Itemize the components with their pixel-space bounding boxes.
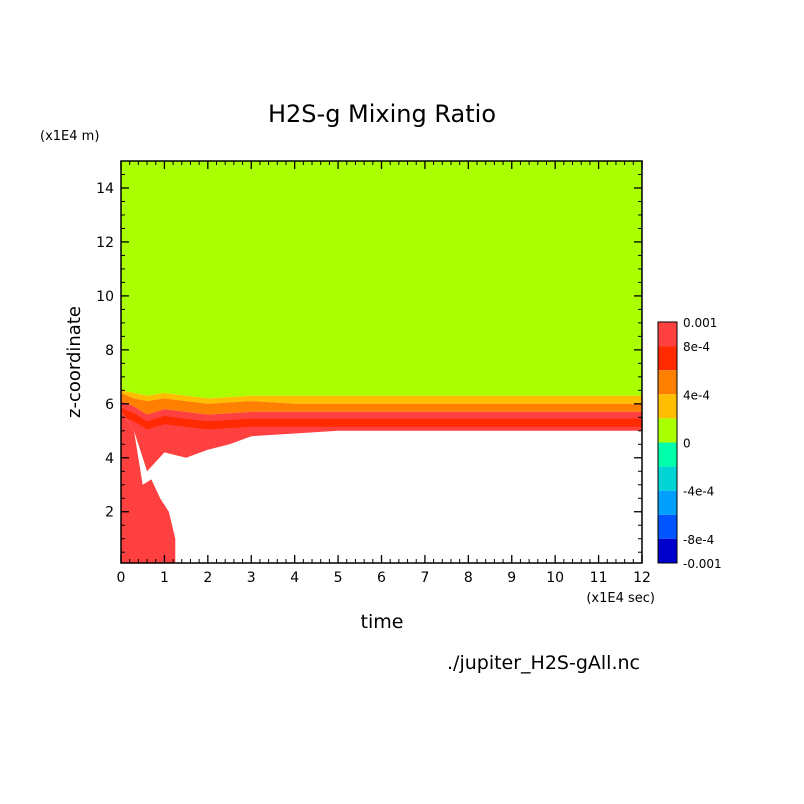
x-tick-label: 0 [117, 570, 126, 586]
colorbar-label: -8e-4 [683, 533, 714, 547]
colorbar-swatch [658, 418, 677, 443]
annotation-filename: ./jupiter_H2S-gAll.nc [447, 652, 640, 674]
x-tick-label: 3 [247, 570, 256, 586]
colorbar-swatch [658, 490, 677, 515]
x-tick-label: 10 [546, 570, 564, 586]
x-tick-label: 7 [420, 570, 429, 586]
x-tick-label: 9 [507, 570, 516, 586]
x-tick-label: 8 [464, 570, 473, 586]
field-band-yellow [121, 390, 642, 404]
colorbar-label: 0 [683, 437, 691, 451]
x-tick-label: 1 [160, 570, 169, 586]
y-tick-label: 10 [96, 289, 114, 305]
y-tick-label: 12 [96, 235, 114, 251]
colorbar-label: 4e-4 [683, 388, 710, 402]
field-band-orange [121, 393, 642, 415]
plot-area [121, 161, 642, 563]
colorbar-swatch [658, 346, 677, 371]
colorbar-swatch [658, 538, 677, 563]
colorbar-swatch [658, 394, 677, 419]
x-tick-label: 12 [633, 570, 651, 586]
colorbar-label: -4e-4 [683, 485, 714, 499]
field-band-red [121, 401, 642, 472]
x-unit-label: (x1E4 sec) [586, 591, 655, 606]
y-tick-label: 4 [105, 451, 114, 467]
colorbar-swatch [658, 466, 677, 491]
colorbar: 0.001 8e-4 4e-4 0 -4e-4 -8e-4 -0.001 [657, 316, 722, 571]
colorbar-swatch [658, 322, 677, 347]
x-axis-label: time [361, 611, 404, 633]
chart-title: H2S-g Mixing Ratio [268, 100, 496, 128]
x-tick-label: 11 [590, 570, 608, 586]
colorbar-label: -0.001 [683, 557, 722, 571]
field-band-darkred [121, 407, 642, 430]
colorbar-frame [657, 321, 678, 564]
x-tick-label: 5 [334, 570, 343, 586]
y-tick-label: 14 [96, 181, 114, 197]
field-lower-red-region [121, 409, 176, 563]
y-axis-label: z-coordinate [64, 306, 85, 418]
y-tick-label: 6 [105, 397, 114, 413]
y-tick-label: 2 [105, 505, 114, 521]
colorbar-label: 0.001 [683, 316, 717, 330]
colorbar-swatch [658, 370, 677, 395]
colorbar-label: 8e-4 [683, 340, 710, 354]
colorbar-swatch [658, 514, 677, 539]
colorbar-swatch [658, 442, 677, 467]
y-unit-label: (x1E4 m) [40, 129, 99, 144]
y-tick-label: 8 [105, 343, 114, 359]
x-tick-label: 4 [290, 570, 299, 586]
x-tick-label: 2 [203, 570, 212, 586]
x-tick-label: 6 [377, 570, 386, 586]
